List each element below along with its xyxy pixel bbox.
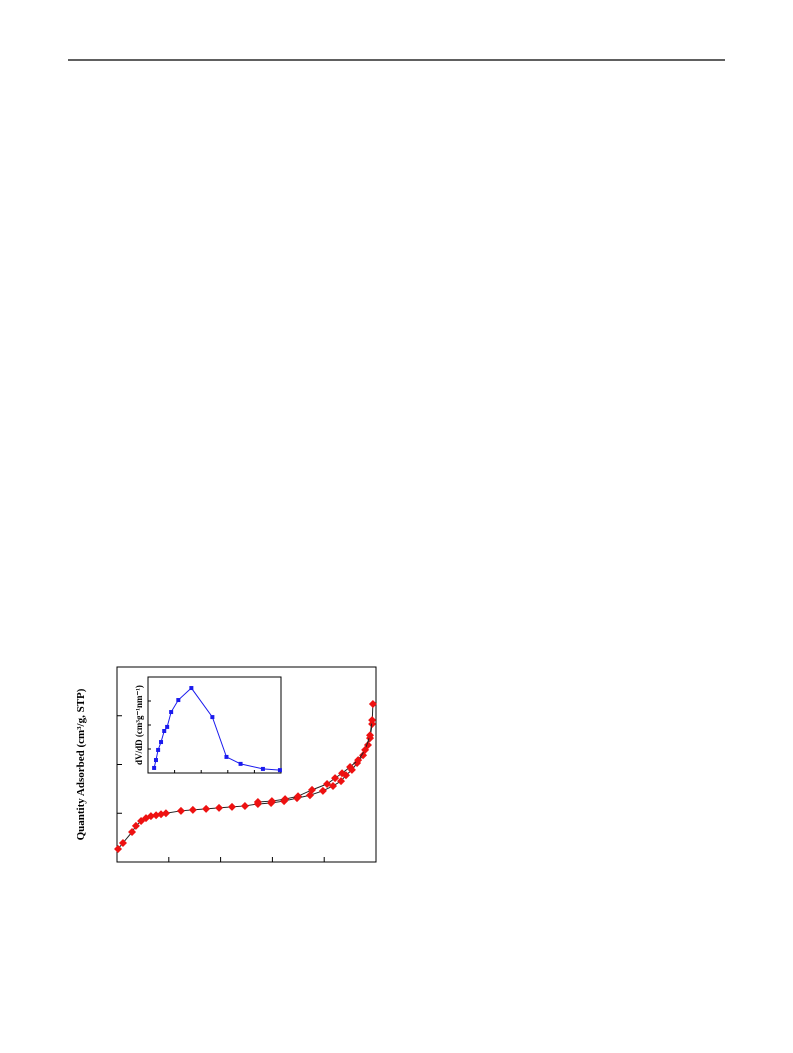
data-point xyxy=(281,795,290,804)
data-point xyxy=(114,844,123,853)
data-point xyxy=(318,786,327,795)
data-point xyxy=(156,747,161,752)
data-point xyxy=(308,785,317,794)
data-point xyxy=(202,804,211,813)
data-point xyxy=(188,805,197,814)
data-point xyxy=(240,801,249,810)
data-point xyxy=(338,769,347,778)
data-point xyxy=(176,806,185,815)
data-point xyxy=(253,798,262,807)
data-point xyxy=(337,777,346,786)
data-point xyxy=(361,745,370,754)
data-point xyxy=(131,821,140,830)
y-axis-label: dV/dD (cm³g⁻¹nm⁻¹) xyxy=(134,685,144,765)
data-point xyxy=(366,731,375,740)
data-point xyxy=(210,715,215,720)
data-point xyxy=(153,758,158,763)
data-point xyxy=(146,812,155,821)
data-point xyxy=(346,762,355,771)
data-point xyxy=(323,780,332,788)
data-point xyxy=(238,761,243,766)
data-point xyxy=(159,740,164,745)
data-point xyxy=(161,809,170,818)
data-point xyxy=(169,710,174,715)
data-point xyxy=(368,700,377,709)
data-point xyxy=(354,756,363,765)
data-point xyxy=(176,698,181,703)
data-point xyxy=(162,729,167,733)
data-point xyxy=(329,781,338,790)
data-point xyxy=(260,766,265,771)
data-point xyxy=(277,768,282,773)
data-point xyxy=(331,774,340,783)
data-point xyxy=(165,724,170,729)
y-axis-label: Quantity Adsorbed (cm³/g, STP) xyxy=(75,688,87,840)
data-point xyxy=(227,802,236,811)
data-point xyxy=(267,797,276,806)
data-point xyxy=(294,792,303,801)
plot-frame xyxy=(147,676,282,774)
data-point xyxy=(215,803,224,812)
data-point xyxy=(128,828,137,837)
data-point xyxy=(224,754,229,759)
data-point xyxy=(189,686,194,691)
data-point xyxy=(152,765,157,770)
data-point xyxy=(368,716,377,725)
data-point xyxy=(118,838,127,847)
